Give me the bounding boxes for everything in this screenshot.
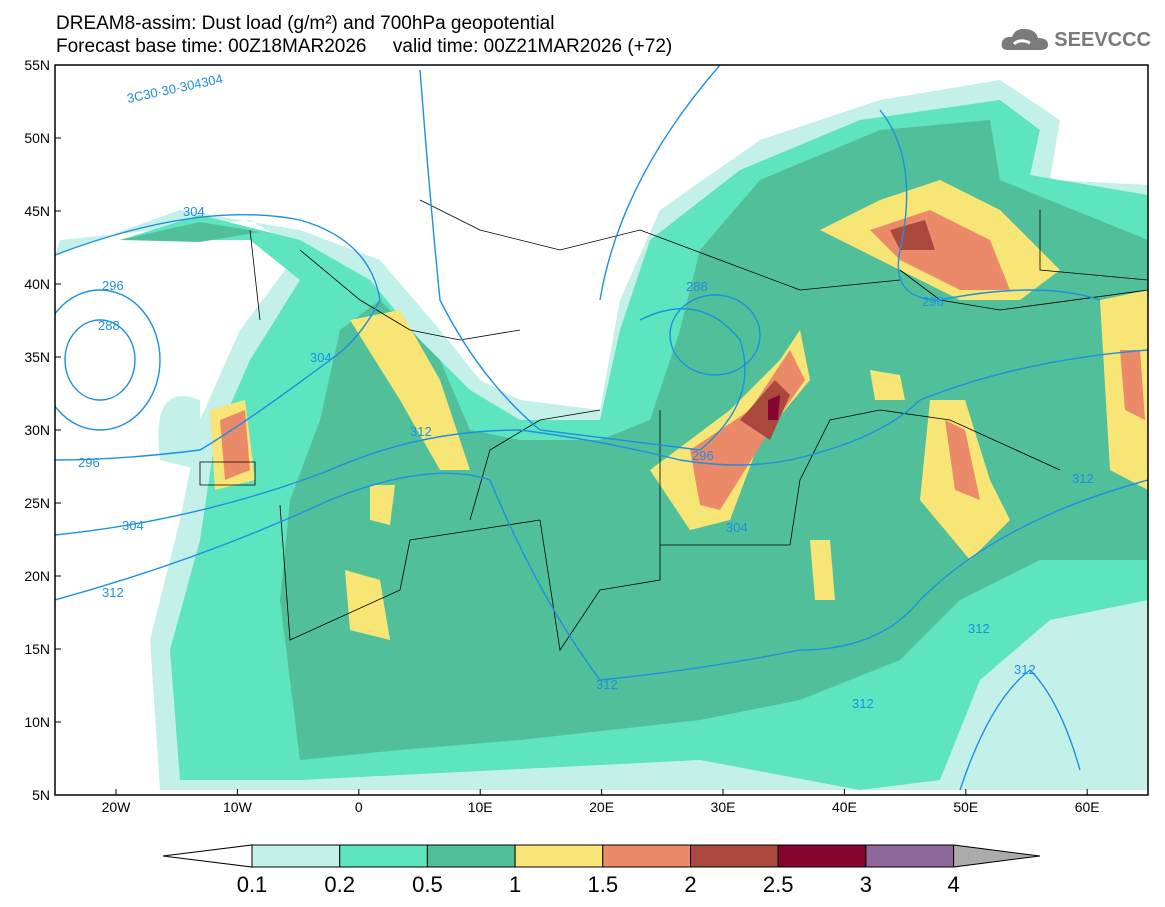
- lon-label: 20W: [102, 799, 132, 815]
- colorbar-swatch: [865, 844, 955, 868]
- lat-label: 20N: [24, 568, 50, 584]
- latitude-labels: 55N 50N 45N 40N 35N 30N 25N 20N 15N 10N 5N: [24, 57, 61, 803]
- colorbar-low-arrow: [162, 844, 253, 868]
- contour-label: 312: [1072, 471, 1094, 486]
- lat-label: 5N: [32, 787, 50, 803]
- contour-label: 288: [686, 279, 708, 294]
- colorbar-label: 1: [508, 872, 522, 897]
- lat-label: 25N: [24, 495, 50, 511]
- colorbar-high-arrow: [953, 844, 1041, 868]
- colorbar-label: 3: [859, 872, 873, 897]
- country-borders: [199, 199, 1148, 652]
- cloud-icon: [1001, 28, 1049, 50]
- contour-label: 296: [78, 455, 100, 470]
- colorbar-label: 4: [947, 872, 960, 897]
- lon-label: 50E: [953, 799, 978, 815]
- colorbar-swatch: [690, 844, 779, 868]
- contour-label: 312: [596, 677, 618, 692]
- lon-label: 10E: [468, 799, 493, 815]
- lat-label: 50N: [24, 130, 50, 146]
- lat-label: 55N: [24, 57, 50, 73]
- lon-label: 10W: [223, 799, 253, 815]
- contour-label: 3C30·30·304304: [126, 71, 225, 106]
- contour-label: 304: [183, 204, 205, 219]
- lat-label: 35N: [24, 349, 50, 365]
- colorbar-label: 0.2: [324, 872, 355, 897]
- contour-label: 304: [726, 520, 748, 535]
- colorbar-swatch: [251, 844, 341, 868]
- lon-label: 40E: [832, 799, 857, 815]
- colorbar-swatch: [777, 844, 867, 868]
- dust-maroon: [768, 395, 780, 420]
- contour-label: 288: [98, 318, 120, 333]
- lon-label: 0: [355, 799, 363, 815]
- contour-label: 312: [410, 424, 432, 439]
- contour-label: 296: [692, 448, 714, 463]
- lon-label: 60E: [1075, 799, 1100, 815]
- contour-label: 312: [968, 621, 990, 636]
- lat-label: 40N: [24, 276, 50, 292]
- logo-text: SEEVCCC: [1054, 28, 1151, 51]
- colorbar-label: 0.1: [236, 872, 268, 897]
- forecast-times: Forecast base time: 00Z18MAR2026 valid t…: [56, 36, 673, 57]
- lon-label: 20E: [589, 799, 614, 815]
- lat-label: 30N: [24, 422, 50, 438]
- contour-label: 312: [1014, 662, 1036, 677]
- contour-label: 312: [102, 585, 124, 600]
- contour-label: 296: [102, 278, 124, 293]
- colorbar-label: 2.5: [762, 872, 794, 897]
- lon-label: 30E: [711, 799, 736, 815]
- contour-label: 296: [922, 294, 944, 309]
- contour-label: 304: [310, 350, 332, 365]
- lat-label: 15N: [24, 641, 50, 657]
- colorbar-swatch: [514, 844, 604, 868]
- lat-label: 10N: [24, 714, 50, 730]
- contour-label: 312: [852, 696, 874, 711]
- colorbar-label: 2: [684, 872, 697, 897]
- longitude-labels: 20W 10W 0 10E 20E 30E 40E 50E 60E: [102, 789, 1100, 815]
- colorbar: [162, 844, 1041, 868]
- seevccc-logo: SEEVCCC: [1000, 26, 1151, 54]
- colorbar-label: 1.5: [587, 872, 619, 897]
- colorbar-swatch: [339, 844, 428, 868]
- colorbar-swatch: [602, 844, 691, 868]
- geopotential-contours: [55, 65, 1148, 791]
- colorbar-swatch: [426, 844, 516, 868]
- map-title: DREAM8-assim: Dust load (g/m²) and 700hP…: [56, 13, 555, 34]
- colorbar-label: 0.5: [412, 872, 443, 897]
- contour-label: 304: [122, 518, 144, 533]
- lat-label: 45N: [24, 203, 50, 219]
